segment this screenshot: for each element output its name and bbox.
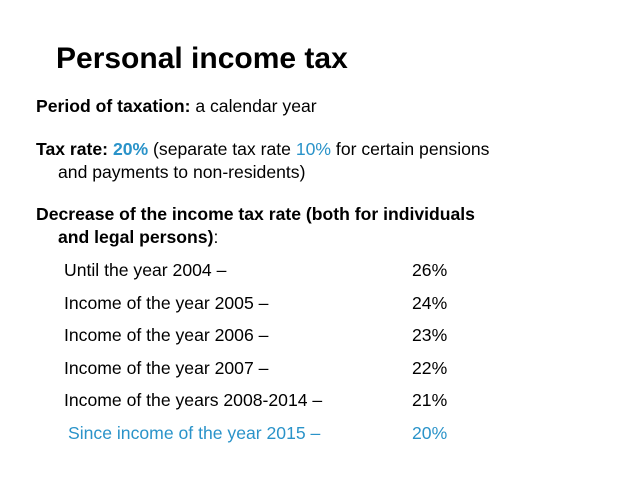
rate-label: Income of the years 2008-2014 – — [64, 390, 323, 410]
decrease-paragraph: Decrease of the income tax rate (both fo… — [36, 203, 604, 249]
rate-row: Until the year 2004 – 26% — [64, 260, 472, 293]
tax-rate-line-1: Tax rate: 20% (separate tax rate 10% for… — [36, 138, 604, 161]
rate-label: Income of the year 2007 – — [64, 357, 269, 378]
rate-label: Income of the year 2005 – — [64, 292, 269, 313]
rate-row: Income of the year 2007 – 22% — [64, 358, 472, 391]
decrease-colon: : — [213, 227, 219, 247]
page-title: Personal income tax — [56, 42, 348, 75]
tax-rate-text: (separate tax rate — [148, 139, 296, 159]
period-of-taxation: Period of taxation: a calendar year — [36, 95, 604, 118]
rate-row-current: Since income of the year 2015 – 20% — [64, 423, 472, 456]
tax-rate-paragraph: Tax rate: 20% (separate tax rate 10% for… — [36, 138, 604, 184]
decrease-line-1: Decrease of the income tax rate (both fo… — [36, 203, 604, 226]
rate-value: 24% — [412, 292, 448, 313]
decrease-heading-cont: and legal persons) — [58, 227, 214, 247]
period-value: a calendar year — [190, 96, 317, 116]
decrease-line-2: and legal persons): — [36, 226, 604, 249]
rate-row: Income of the year 2006 – 23% — [64, 325, 472, 358]
tax-rate-line-2: and payments to non-residents) — [58, 162, 306, 182]
decrease-heading: Decrease of the income tax rate (both fo… — [36, 204, 475, 224]
rate-row: Income of the years 2008-2014 – 21% — [64, 390, 472, 423]
rate-value: 22% — [412, 357, 448, 378]
rates-list: Until the year 2004 – 26% Income of the … — [64, 260, 472, 455]
rate-label: Until the year 2004 – — [64, 260, 227, 280]
rate-value: 26% — [412, 260, 448, 280]
period-label: Period of taxation: — [36, 96, 191, 116]
rate-value: 20% — [412, 422, 448, 443]
rate-value: 21% — [412, 390, 448, 410]
rate-label: Income of the year 2006 – — [64, 325, 269, 345]
tax-rate-text-after: for certain pensions — [331, 139, 490, 159]
rate-row: Income of the year 2005 – 24% — [64, 293, 472, 326]
rate-label: Since income of the year 2015 – — [68, 422, 321, 443]
separate-rate-value: 10% — [295, 139, 332, 159]
tax-rate-label: Tax rate: — [36, 139, 109, 159]
rate-value: 23% — [412, 325, 448, 345]
tax-rate-value: 20% — [112, 139, 149, 159]
